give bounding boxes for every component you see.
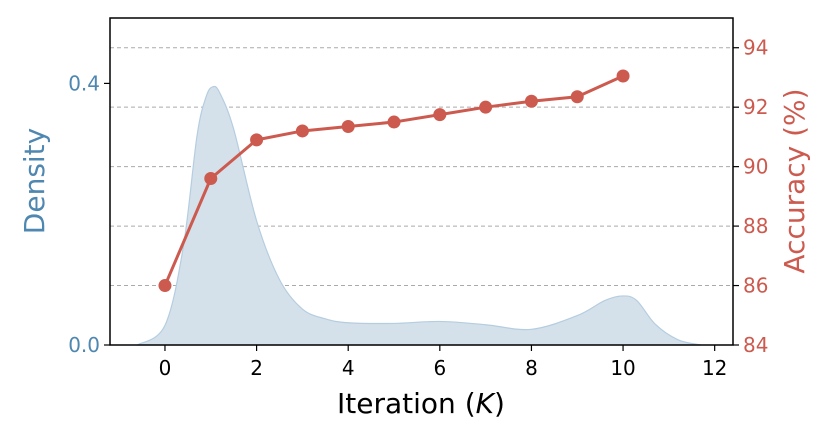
right-tick-label: 84 [743, 333, 768, 357]
accuracy-point [433, 108, 447, 122]
accuracy-point [616, 69, 630, 83]
x-tick-label: 12 [702, 356, 727, 380]
x-tick-label: 2 [250, 356, 263, 380]
accuracy-point [341, 120, 355, 134]
accuracy-point [295, 124, 309, 138]
left-axis-ticks: 0.0 0.4 [68, 71, 110, 357]
x-axis-label: Iteration (K) [337, 387, 505, 420]
right-tick-label: 94 [743, 36, 768, 60]
x-tick-label: 4 [342, 356, 355, 380]
right-tick-label: 90 [743, 155, 768, 179]
accuracy-point [387, 115, 401, 129]
left-tick-label: 0.4 [68, 71, 100, 95]
right-tick-label: 88 [743, 214, 768, 238]
density-area [135, 85, 702, 346]
x-tick-label: 0 [159, 356, 172, 380]
left-tick-label: 0.0 [68, 333, 100, 357]
left-axis-label: Density [18, 128, 51, 234]
x-tick-label: 10 [610, 356, 635, 380]
density-area-series [135, 85, 702, 346]
x-tick-label: 6 [433, 356, 446, 380]
plot-frame [109, 17, 734, 346]
accuracy-point [479, 100, 493, 114]
x-axis-label-text: Iteration [337, 387, 456, 420]
accuracy-point [524, 94, 538, 108]
accuracy-point [204, 172, 218, 186]
x-axis-label-variable: K [476, 387, 497, 420]
accuracy-point [250, 133, 264, 147]
accuracy-line-series [158, 69, 630, 293]
right-axis-ticks: 84 86 88 90 92 94 [733, 36, 768, 357]
accuracy-point [158, 279, 172, 293]
accuracy-point [570, 90, 584, 104]
x-axis-ticks: 0 2 4 6 8 10 12 [159, 345, 727, 380]
right-axis-label: Accuracy (%) [778, 88, 811, 273]
right-tick-label: 86 [743, 274, 768, 298]
right-tick-label: 92 [743, 95, 768, 119]
x-tick-label: 8 [525, 356, 538, 380]
grid-lines [110, 47, 733, 287]
